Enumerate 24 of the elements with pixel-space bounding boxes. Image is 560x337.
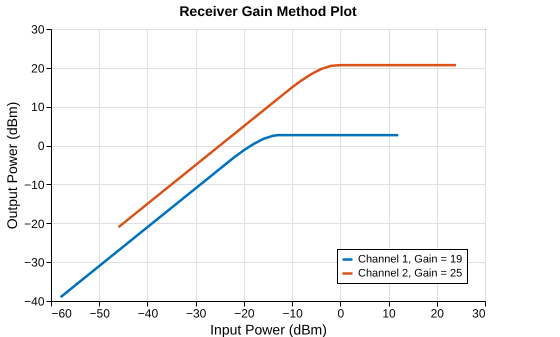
x-tick-label: −20 (234, 306, 255, 320)
line-series (117, 64, 458, 228)
x-tick-label: 20 (430, 306, 444, 320)
chart-title: Receiver Gain Method Plot (179, 3, 358, 19)
legend-label: Channel 1, Gain = 19 (358, 254, 462, 266)
x-tick-label: 10 (382, 306, 396, 320)
y-tick-label: 0 (38, 139, 45, 154)
x-tick-label: 0 (337, 306, 344, 320)
y-tick-label: −20 (24, 216, 45, 231)
x-tick-label: −40 (138, 306, 158, 320)
y-tick-label: −30 (24, 256, 45, 270)
y-axis-title: Output Power (dBm) (4, 102, 20, 230)
y-tick-label: 30 (31, 22, 45, 36)
y-tick-label: 10 (31, 100, 45, 114)
x-tick-label: −30 (186, 306, 207, 320)
y-tick-label: 20 (31, 61, 45, 76)
x-tick-label: −50 (90, 306, 110, 320)
y-tick-label: −10 (24, 178, 45, 192)
legend-label: Channel 2, Gain = 25 (358, 268, 462, 280)
x-tick-label: −60 (52, 306, 72, 320)
line-series (59, 134, 400, 298)
y-tick-label: −40 (24, 294, 45, 308)
x-tick-label: −10 (282, 306, 304, 320)
x-tick-label: 30 (472, 306, 486, 320)
